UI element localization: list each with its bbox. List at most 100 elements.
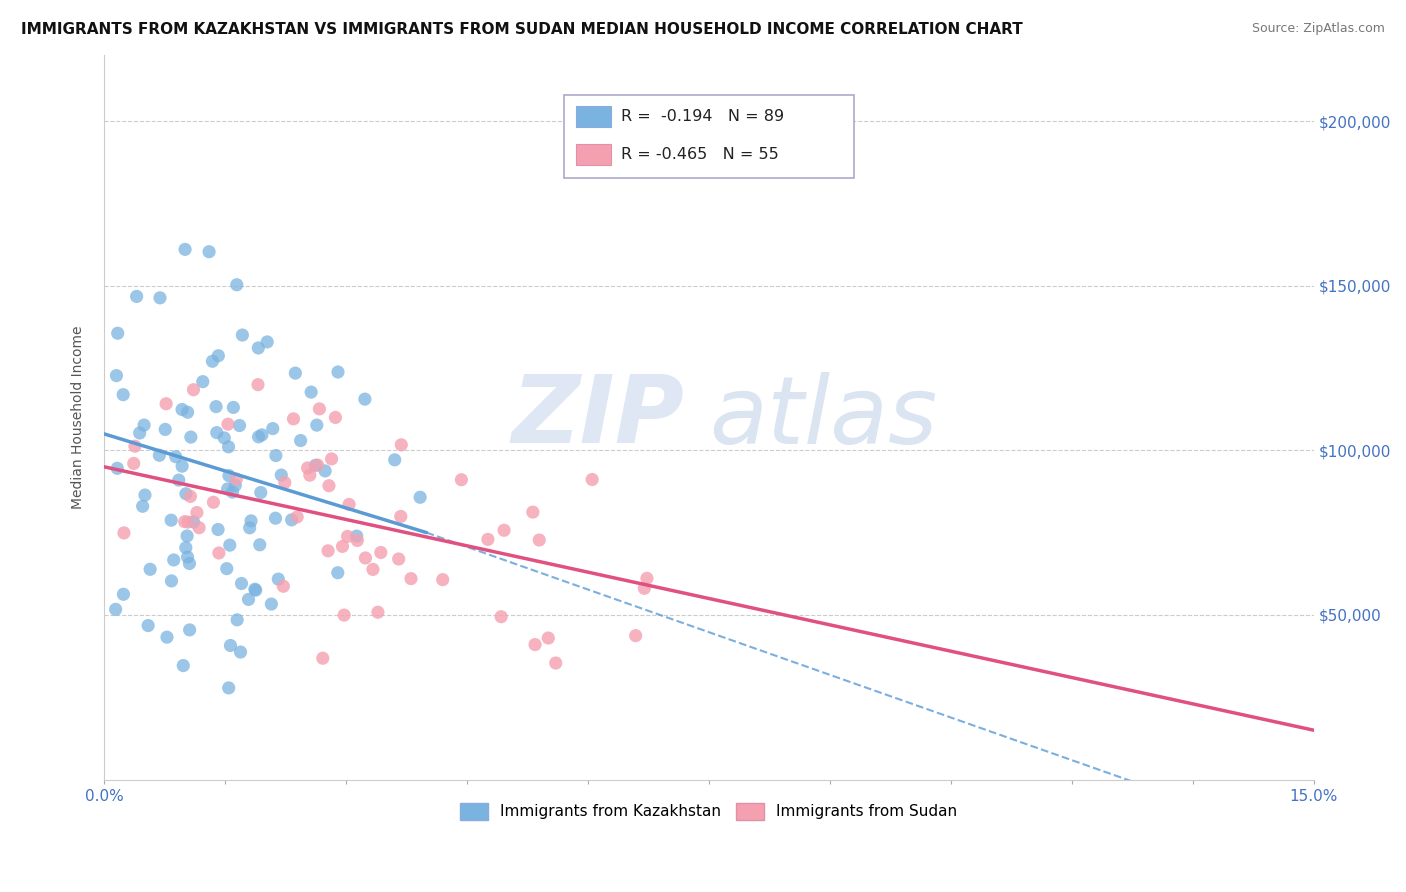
Point bbox=[177, 515, 200, 529]
Point bbox=[246, 377, 269, 392]
Point bbox=[160, 513, 183, 527]
Point bbox=[247, 430, 270, 444]
Point bbox=[326, 566, 349, 580]
Point bbox=[172, 459, 194, 474]
Point bbox=[218, 468, 240, 483]
Point bbox=[179, 490, 201, 504]
Point bbox=[219, 639, 242, 653]
Point bbox=[432, 573, 454, 587]
Point bbox=[332, 540, 354, 554]
Point bbox=[307, 458, 329, 472]
Point bbox=[304, 458, 326, 473]
Point bbox=[231, 328, 253, 343]
Point bbox=[207, 523, 229, 537]
Point bbox=[284, 366, 307, 380]
Text: Source: ZipAtlas.com: Source: ZipAtlas.com bbox=[1251, 22, 1385, 36]
Point bbox=[231, 576, 253, 591]
Point bbox=[247, 341, 270, 355]
Point bbox=[243, 582, 266, 597]
Point bbox=[207, 349, 229, 363]
Point bbox=[125, 289, 148, 303]
FancyBboxPatch shape bbox=[576, 106, 610, 128]
Point bbox=[221, 485, 243, 500]
Point bbox=[174, 243, 197, 257]
Point bbox=[267, 572, 290, 586]
Point bbox=[238, 592, 260, 607]
Point bbox=[134, 488, 156, 502]
Point bbox=[409, 490, 432, 504]
Point bbox=[104, 602, 127, 616]
Point bbox=[333, 608, 356, 623]
Point bbox=[336, 529, 359, 543]
Point bbox=[224, 478, 246, 492]
Point bbox=[112, 587, 135, 601]
Point bbox=[226, 613, 249, 627]
Point bbox=[112, 525, 135, 540]
Point bbox=[636, 571, 658, 585]
Point bbox=[176, 405, 198, 419]
Point bbox=[131, 500, 153, 514]
Point bbox=[198, 244, 221, 259]
Point bbox=[489, 609, 512, 624]
Point bbox=[160, 574, 183, 588]
Point bbox=[262, 421, 284, 435]
Point bbox=[283, 412, 305, 426]
Point bbox=[388, 552, 411, 566]
Point bbox=[346, 533, 368, 548]
Point bbox=[370, 545, 392, 559]
Point bbox=[367, 605, 389, 619]
Point bbox=[308, 401, 330, 416]
Point bbox=[107, 326, 129, 341]
Point bbox=[132, 418, 155, 433]
Point bbox=[202, 495, 225, 509]
Point bbox=[346, 529, 368, 543]
Point bbox=[249, 538, 271, 552]
Point bbox=[218, 538, 240, 552]
Point bbox=[260, 597, 283, 611]
Point bbox=[280, 513, 302, 527]
Point bbox=[321, 451, 343, 466]
Point bbox=[173, 515, 195, 529]
Text: ZIP: ZIP bbox=[512, 371, 685, 463]
Point bbox=[624, 629, 647, 643]
Point bbox=[208, 546, 231, 560]
Point bbox=[354, 551, 377, 566]
FancyBboxPatch shape bbox=[564, 95, 853, 178]
Point bbox=[544, 656, 567, 670]
Point bbox=[297, 461, 319, 475]
Point bbox=[165, 450, 187, 464]
Point bbox=[270, 468, 292, 483]
Y-axis label: Median Household Income: Median Household Income bbox=[72, 326, 86, 509]
Point bbox=[218, 440, 240, 454]
Point bbox=[326, 365, 349, 379]
Point bbox=[124, 439, 146, 453]
Point bbox=[217, 417, 239, 432]
Point bbox=[205, 425, 228, 440]
Point bbox=[217, 482, 239, 496]
Point bbox=[149, 291, 172, 305]
Point bbox=[186, 506, 208, 520]
Point bbox=[274, 475, 297, 490]
Point bbox=[361, 562, 384, 576]
Point bbox=[214, 431, 236, 445]
Point bbox=[180, 430, 202, 444]
Point bbox=[155, 422, 177, 436]
Legend: Immigrants from Kazakhstan, Immigrants from Sudan: Immigrants from Kazakhstan, Immigrants f… bbox=[454, 797, 963, 826]
Point bbox=[325, 410, 347, 425]
Point bbox=[240, 514, 263, 528]
Point bbox=[316, 544, 339, 558]
Point bbox=[201, 354, 224, 368]
Point bbox=[285, 509, 308, 524]
Point bbox=[245, 583, 267, 598]
Point bbox=[188, 521, 211, 535]
Point bbox=[122, 457, 145, 471]
Text: atlas: atlas bbox=[709, 372, 938, 463]
Point bbox=[170, 402, 193, 417]
Point bbox=[239, 521, 262, 535]
Point bbox=[139, 562, 162, 576]
Point bbox=[298, 468, 321, 483]
Point bbox=[128, 425, 150, 440]
Point bbox=[179, 623, 201, 637]
Point bbox=[305, 418, 328, 433]
Point bbox=[215, 561, 238, 575]
